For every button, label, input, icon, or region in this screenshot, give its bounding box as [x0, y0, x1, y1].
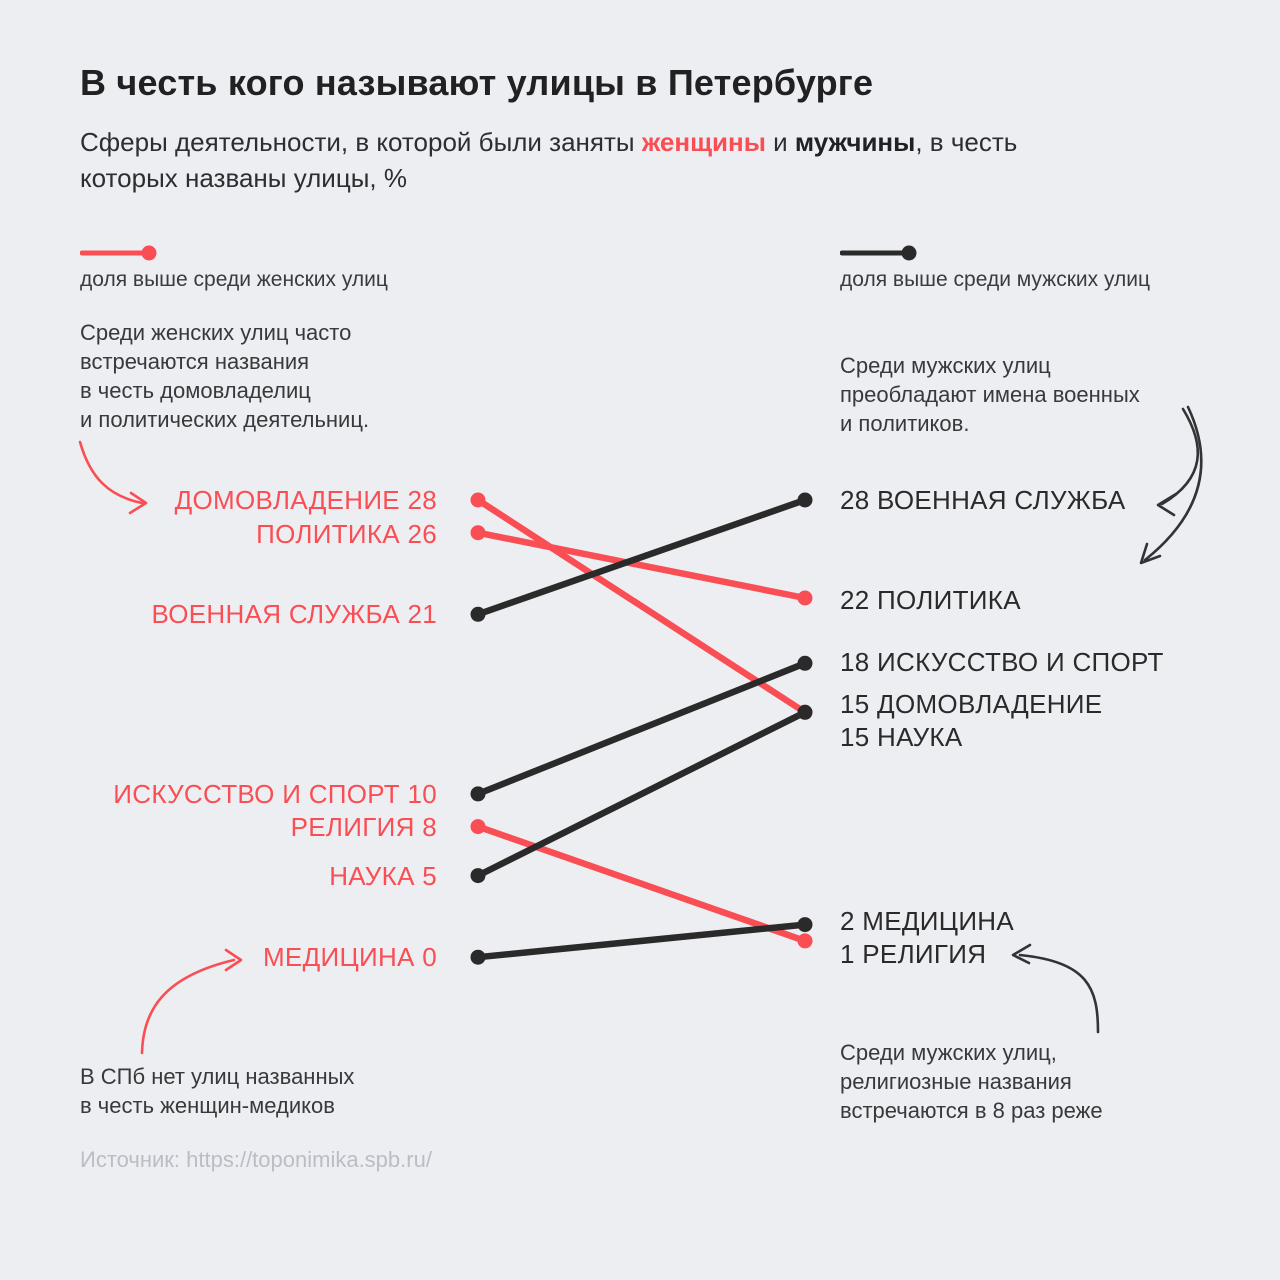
- label-men-religiya: 1 РЕЛИГИЯ: [840, 939, 987, 969]
- label-women-nauka: НАУКА 5: [329, 861, 437, 891]
- label-men-medicina: 2 МЕДИЦИНА: [840, 906, 1015, 936]
- label-women-voennaya: ВОЕННАЯ СЛУЖБА 21: [151, 599, 437, 629]
- label-women-religiya: РЕЛИГИЯ 8: [290, 812, 437, 842]
- arrow-to-medicina-head-icon: [224, 948, 243, 972]
- arrow-to-domovladenie-head-icon: [128, 491, 148, 515]
- women-line-dot-icon: [80, 245, 157, 261]
- slope-dot-left-медицина: [470, 949, 486, 965]
- label-women-politika: ПОЛИТИКА 26: [256, 519, 437, 549]
- legend-women-label: доля выше среди женских улиц: [80, 268, 388, 291]
- annotation-men-top: Среди мужских улиц преобладают имена вое…: [840, 353, 1140, 436]
- slope-dot-left-военная-служба: [470, 606, 486, 622]
- slope-dot-right-военная-служба: [797, 492, 813, 508]
- slope-dot-left-домовладение: [470, 492, 486, 508]
- annotation-women-top: Среди женских улиц часто встречаются наз…: [80, 320, 370, 432]
- arrow-to-domovladenie-icon: [78, 440, 144, 505]
- slope-dot-right-наука: [797, 704, 813, 720]
- subtitle-prefix: Сферы деятельности, в которой были занят…: [80, 127, 642, 157]
- annotation-men-bottom: Среди мужских улиц, религиозные названия…: [840, 1040, 1103, 1123]
- label-men-domovladenie: 15 ДОМОВЛАДЕНИЕ: [840, 689, 1103, 719]
- slope-line-медицина: [477, 921, 806, 961]
- label-men-voennaya: 28 ВОЕННАЯ СЛУЖБА: [840, 485, 1126, 515]
- label-women-domovladenie: ДОМОВЛАДЕНИЕ 28: [174, 485, 437, 515]
- legend-men: доля выше среди мужских улиц: [840, 244, 1270, 292]
- slope-line-политика: [477, 529, 806, 602]
- slope-line-искусство-и-спорт: [476, 660, 807, 797]
- subtitle-men-highlight: мужчины: [794, 127, 916, 157]
- arrow-to-religiya-head-icon: [1011, 943, 1032, 965]
- label-men-politika: 22 ПОЛИТИКА: [840, 585, 1021, 615]
- page-title: В честь кого называют улицы в Петербурге: [80, 62, 874, 103]
- slope-line-военная-служба: [476, 496, 807, 618]
- source-line: Источник: https://toponimika.spb.ru/: [80, 1147, 432, 1172]
- arrow-to-voennaya-head-icon: [1156, 492, 1178, 517]
- subtitle: Сферы деятельности, в которой были занят…: [80, 124, 1017, 196]
- slope-line-наука: [476, 709, 807, 879]
- slope-dot-right-искусство-и-спорт: [797, 655, 813, 671]
- slope-dot-left-искусство-и-спорт: [470, 786, 486, 802]
- label-men-nauka: 15 НАУКА: [840, 722, 963, 752]
- slope-dot-left-политика: [470, 525, 486, 541]
- arrow-to-voennaya-icon: [1160, 407, 1200, 506]
- legend-women: доля выше среди женских улиц: [80, 244, 510, 292]
- subtitle-suffix: , в честь которых названы улицы, %: [80, 127, 1018, 193]
- arrow-to-religiya-icon: [1018, 953, 1100, 1034]
- men-line-dot-icon: [840, 245, 917, 261]
- arrow-to-politika-head-icon: [1139, 542, 1162, 565]
- annotation-women-bottom: В СПб нет улиц названных в честь женщин-…: [80, 1064, 355, 1118]
- slope-dot-left-религия: [470, 819, 486, 835]
- label-women-medicina: МЕДИЦИНА 0: [262, 942, 437, 972]
- slope-dot-right-политика: [797, 590, 813, 606]
- slope-line-домовладение: [476, 497, 807, 716]
- slope-dot-right-медицина: [797, 917, 813, 933]
- subtitle-and: и: [765, 127, 795, 157]
- arrow-to-politika-icon: [1143, 405, 1203, 562]
- label-men-iskusstvo: 18 ИСКУССТВО И СПОРТ: [840, 647, 1164, 677]
- legend-men-label: доля выше среди мужских улиц: [840, 268, 1151, 291]
- slope-dot-left-наука: [470, 868, 486, 884]
- arrow-to-medicina-icon: [140, 958, 236, 1055]
- subtitle-women-highlight: женщины: [641, 127, 766, 157]
- slope-dot-right-религия: [797, 933, 813, 949]
- label-women-iskusstvo: ИСКУССТВО И СПОРТ 10: [113, 779, 437, 809]
